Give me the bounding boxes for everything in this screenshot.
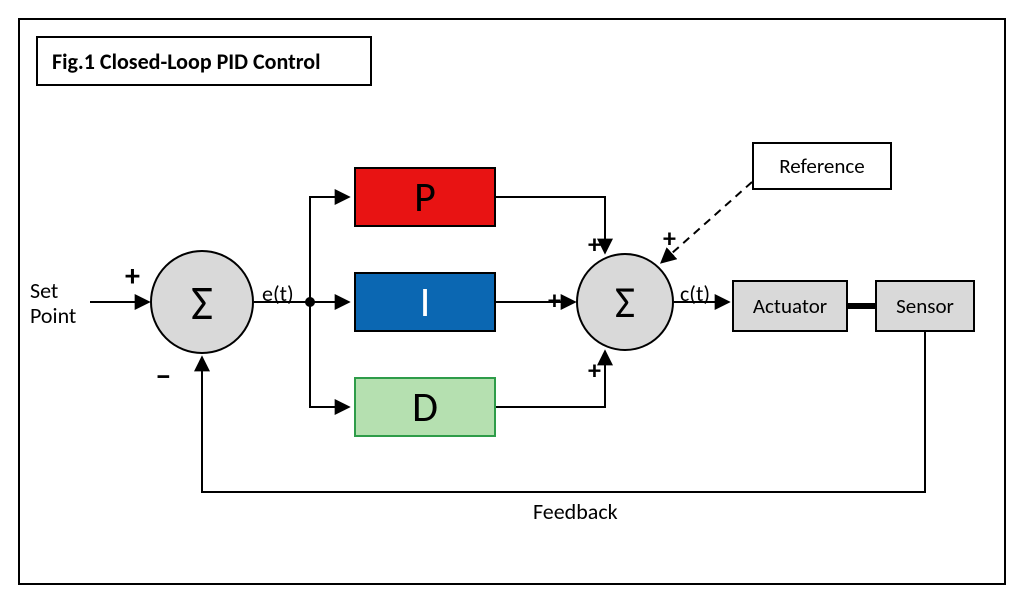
edges-layer bbox=[0, 0, 1024, 603]
edge-junction-to-P bbox=[310, 197, 348, 302]
edge-D-to-sum2 bbox=[496, 352, 605, 407]
edge-junction-to-D bbox=[310, 302, 348, 407]
junction-dot bbox=[305, 297, 315, 307]
diagram-stage: Fig.1 Closed-Loop PID Control SetPoint Σ… bbox=[0, 0, 1024, 603]
edge-P-to-sum2 bbox=[496, 197, 605, 252]
edge-reference-to-sum2 bbox=[662, 182, 752, 262]
